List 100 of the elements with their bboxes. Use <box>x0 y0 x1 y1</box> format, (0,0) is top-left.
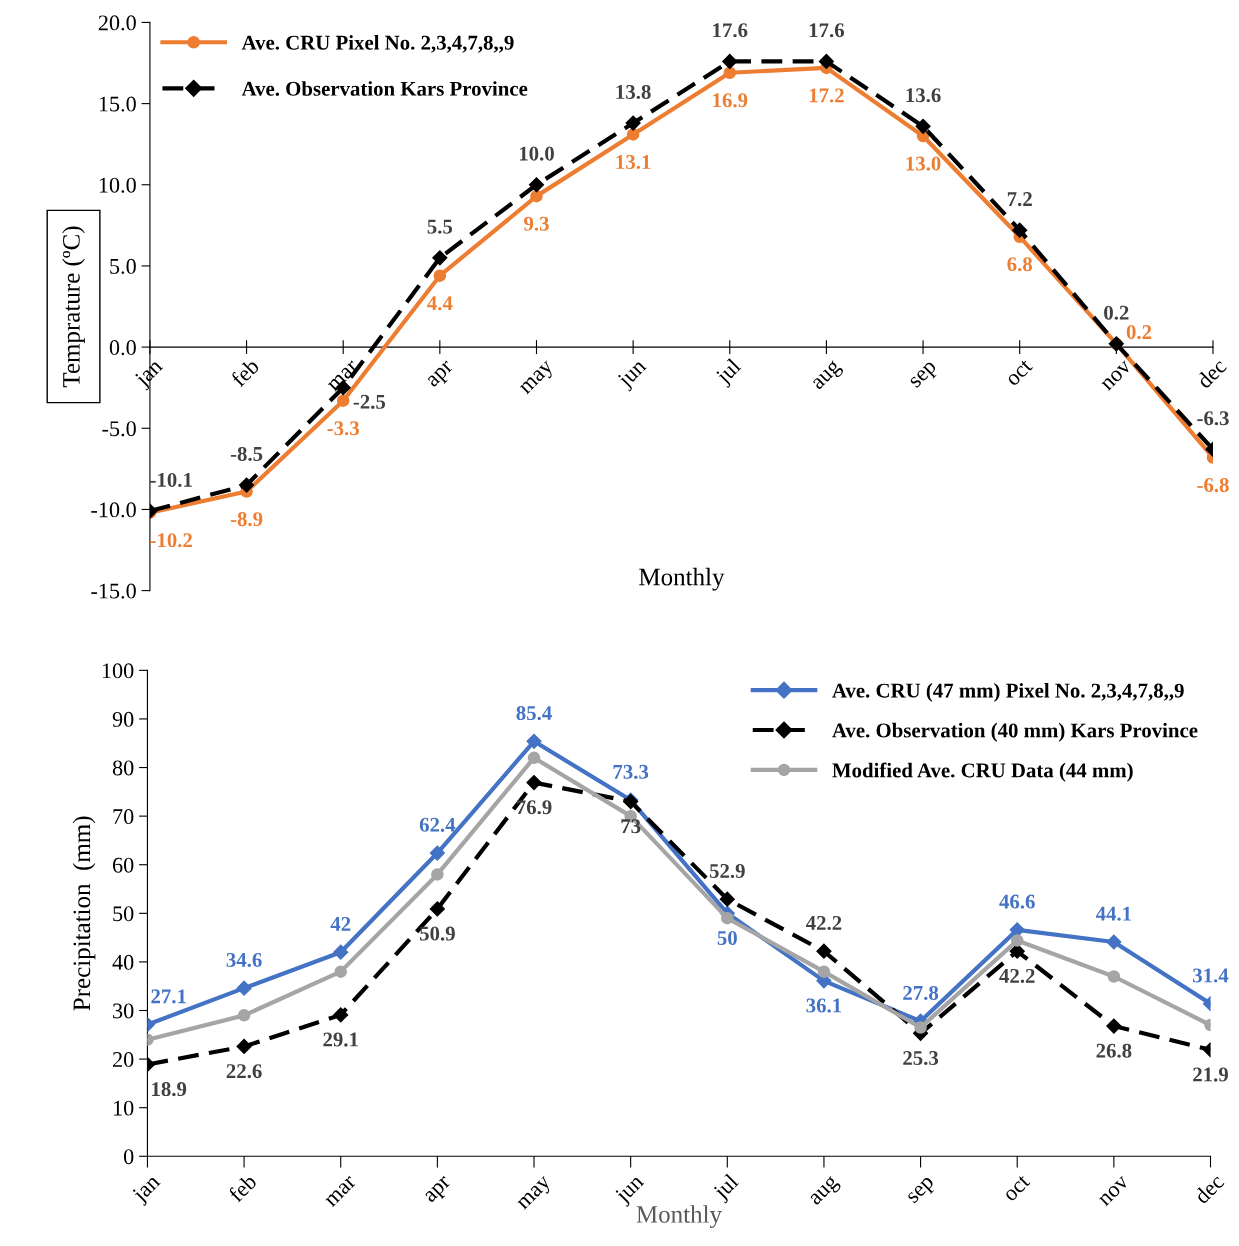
x-axis-title: Monthly <box>636 1205 722 1228</box>
data-label: 0.2 <box>1126 325 1152 340</box>
y-tick-label: 0.0 <box>109 340 136 356</box>
data-label: -3.3 <box>327 421 359 436</box>
point <box>915 118 931 134</box>
point <box>817 965 831 978</box>
x-tick-label: apr <box>424 1175 455 1207</box>
point <box>236 980 252 996</box>
data-label: 42.2 <box>999 968 1035 983</box>
data-label: 50.9 <box>419 926 455 941</box>
x-tick-label: may <box>519 360 558 398</box>
x-tick-label: dec <box>1193 1172 1225 1205</box>
x-tick-label: nov <box>1098 1175 1130 1207</box>
y-tick-label: -5.0 <box>102 421 136 437</box>
data-label: 17.6 <box>809 23 845 38</box>
data-label: 18.9 <box>152 1082 187 1097</box>
x-tick-label: jan <box>133 357 167 391</box>
point <box>1012 222 1028 238</box>
data-label: 36.1 <box>806 998 842 1013</box>
point <box>625 115 641 131</box>
data-label: -2.5 <box>353 394 386 409</box>
point <box>334 965 347 978</box>
point <box>1106 1018 1122 1034</box>
data-label: 62.4 <box>419 817 456 832</box>
data-label: 42.2 <box>805 915 842 931</box>
data-label: 10.0 <box>519 146 554 161</box>
point <box>818 53 834 69</box>
data-label: 13.0 <box>906 156 941 171</box>
point <box>719 891 735 907</box>
data-label: 9.3 <box>524 216 549 231</box>
point <box>722 53 738 69</box>
data-label: -6.8 <box>1197 477 1229 493</box>
x-tick-label: jul <box>713 357 745 389</box>
legend-label: Ave. Observation Kars Province <box>241 81 528 96</box>
y-tick-label: 50 <box>113 906 134 922</box>
data-label: 50 <box>717 930 737 945</box>
x-tick-label: feb <box>229 357 260 388</box>
data-label: 21.9 <box>1193 1067 1228 1082</box>
data-label: -8.5 <box>230 446 263 462</box>
x-tick-label: aug <box>808 1175 843 1209</box>
x-tick-label: apr <box>426 360 457 391</box>
point <box>1010 934 1024 947</box>
data-label: 76.9 <box>516 800 552 815</box>
point <box>432 250 448 266</box>
data-label: 16.9 <box>713 93 748 108</box>
data-label: 29.1 <box>323 1032 358 1047</box>
data-label: 31.4 <box>1193 968 1229 983</box>
data-label: 13.1 <box>616 154 651 170</box>
point <box>429 845 445 861</box>
data-label: -6.3 <box>1197 411 1229 426</box>
x-tick-label: jan <box>130 1173 164 1207</box>
data-label: 34.6 <box>226 952 262 967</box>
legend-label: Modified Ave. CRU Data (44 mm) <box>832 762 1133 782</box>
point <box>526 775 542 791</box>
point <box>429 901 445 917</box>
data-label: 4.4 <box>427 296 453 311</box>
x-tick-label: sep <box>907 1176 938 1207</box>
y-axis-title: Precipitation (mm) <box>72 816 96 1011</box>
point <box>528 177 545 193</box>
point <box>723 66 737 80</box>
data-label: 27.8 <box>903 985 939 1001</box>
data-label: 17.2 <box>809 88 844 103</box>
point <box>433 269 447 282</box>
y-tick-label: 20 <box>113 1052 134 1068</box>
data-label: 22.6 <box>226 1064 262 1079</box>
point <box>238 477 255 493</box>
data-label: 5.5 <box>427 219 453 234</box>
data-label: -8.9 <box>230 512 263 527</box>
y-tick-label: -10.0 <box>91 502 136 518</box>
point <box>1107 970 1121 983</box>
y-tick-label: 15.0 <box>99 96 136 112</box>
y-tick-label: 30 <box>113 1003 134 1019</box>
point <box>626 128 640 141</box>
data-label: 7.2 <box>1007 192 1032 207</box>
point <box>236 1038 252 1055</box>
data-label: 42 <box>330 916 351 931</box>
y-tick-label: -15.0 <box>91 583 136 599</box>
y-tick-label: 20.0 <box>98 15 136 31</box>
x-tick-label: aug <box>811 359 845 394</box>
point <box>336 394 350 407</box>
data-label: 25.3 <box>903 1051 939 1066</box>
data-label: 17.6 <box>713 23 748 38</box>
data-label: 27.1 <box>151 989 186 1004</box>
point <box>914 1021 927 1034</box>
x-tick-label: feb <box>227 1172 258 1203</box>
point <box>527 751 541 765</box>
y-tick-label: 5.0 <box>110 258 136 274</box>
x-tick-label: sep <box>909 360 941 392</box>
y-tick-label: 40 <box>112 954 134 970</box>
x-tick-label: mar <box>325 1175 357 1208</box>
data-label: 13.8 <box>616 84 651 100</box>
point <box>431 868 444 881</box>
x-tick-label: nov <box>1101 360 1133 392</box>
x-axis-title: Monthly <box>639 567 725 591</box>
point <box>237 1009 251 1022</box>
data-label: 6.8 <box>1007 257 1033 272</box>
y-tick-label: 10 <box>113 1100 134 1116</box>
x-tick-label: jun <box>616 357 651 392</box>
data-label: 13.6 <box>906 88 941 103</box>
x-tick-label: may <box>517 1175 555 1214</box>
